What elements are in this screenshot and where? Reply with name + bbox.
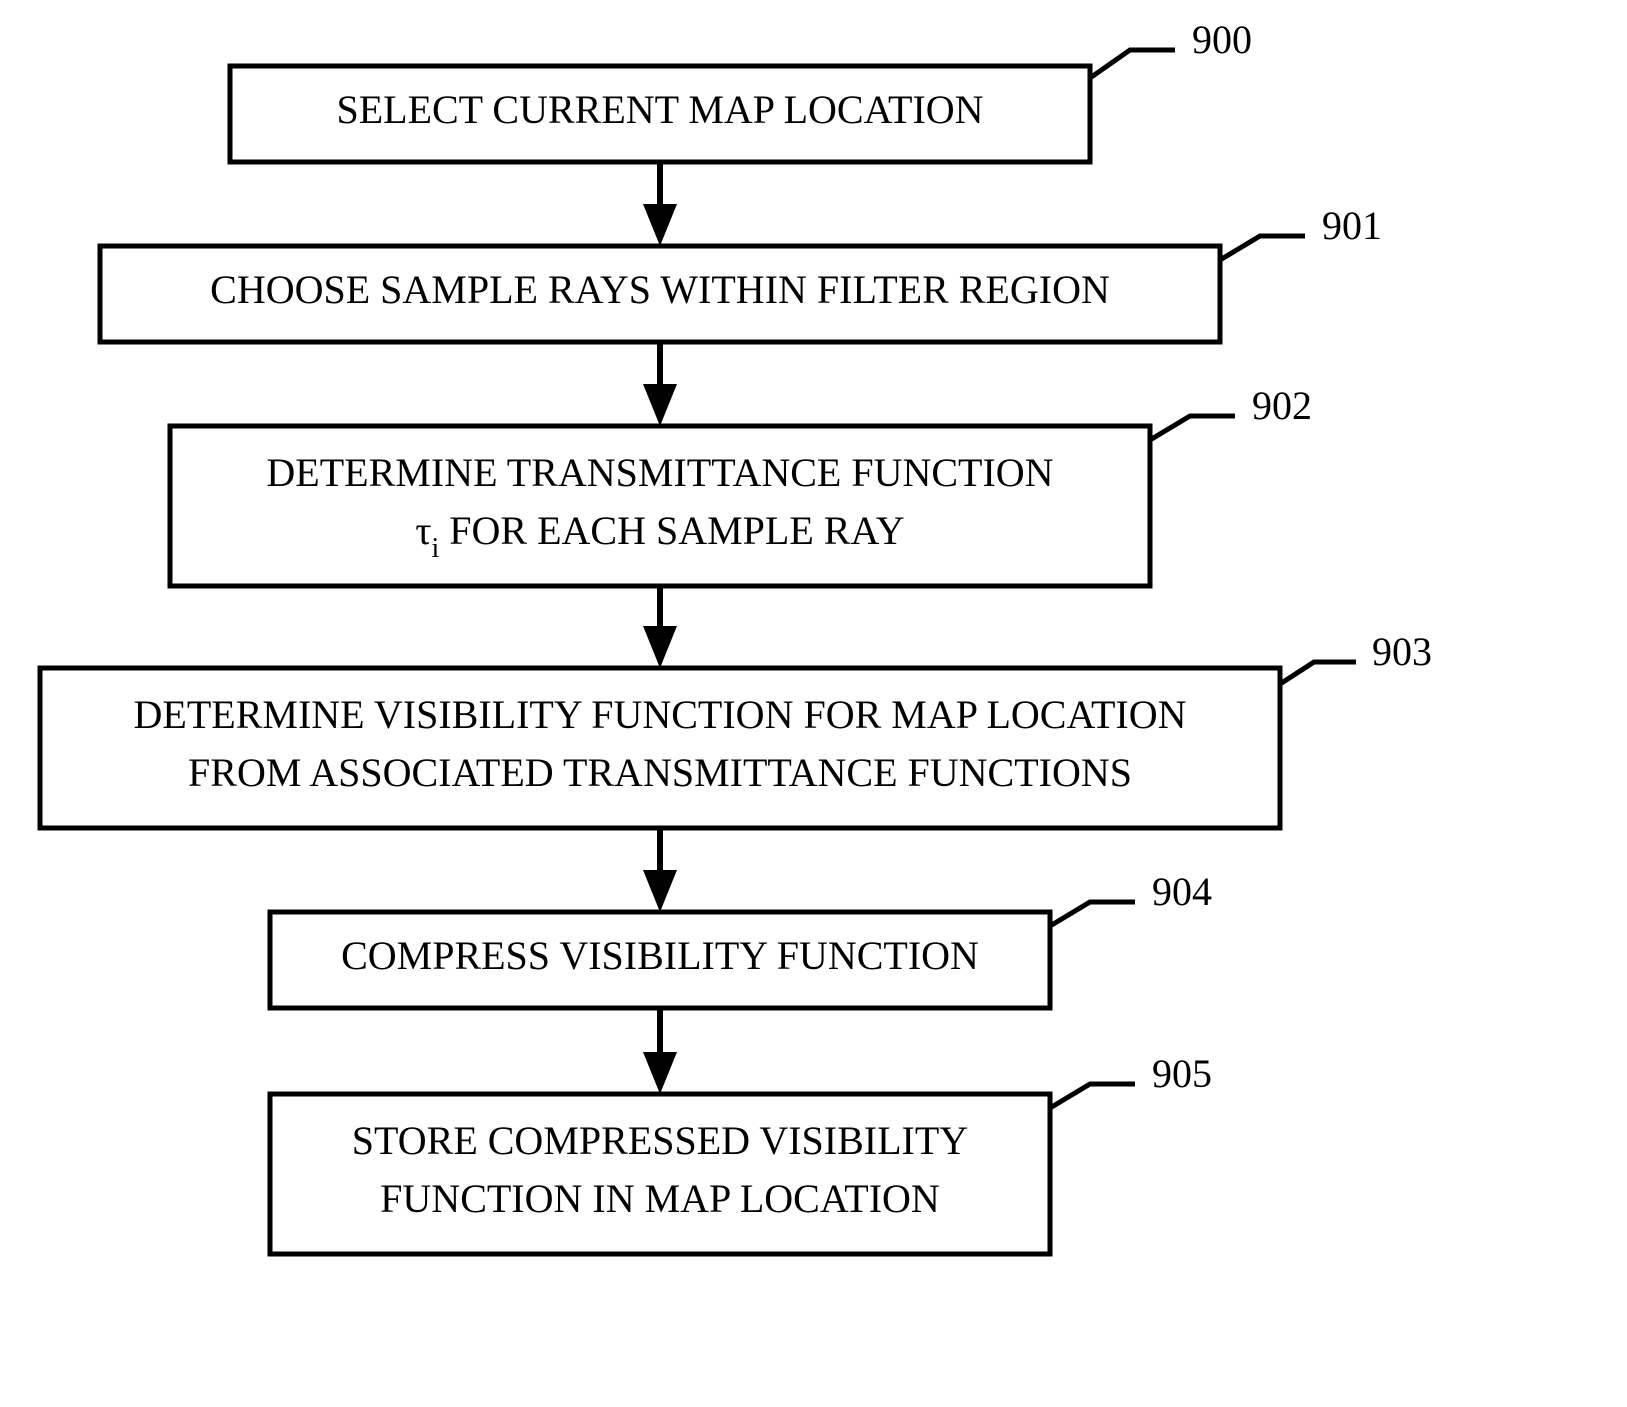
callout-leader <box>1280 662 1356 684</box>
callout-leader <box>1150 416 1235 440</box>
node-text: COMPRESS VISIBILITY FUNCTION <box>341 933 979 978</box>
node-text: STORE COMPRESSED VISIBILITY <box>352 1118 968 1163</box>
flowchart-node: CHOOSE SAMPLE RAYS WITHIN FILTER REGION 9… <box>100 203 1382 342</box>
callout-number: 902 <box>1252 383 1312 428</box>
callout-leader <box>1050 1084 1135 1108</box>
callout-number: 903 <box>1372 629 1432 674</box>
callout-leader <box>1050 902 1135 926</box>
flowchart-node: STORE COMPRESSED VISIBILITY FUNCTION IN M… <box>270 1051 1212 1254</box>
callout-number: 901 <box>1322 203 1382 248</box>
node-text: DETERMINE TRANSMITTANCE FUNCTION <box>266 450 1053 495</box>
callout-number: 900 <box>1192 17 1252 62</box>
arrow-head <box>643 204 677 246</box>
arrow-head <box>643 626 677 668</box>
node-text: CHOOSE SAMPLE RAYS WITHIN FILTER REGION <box>210 267 1110 312</box>
flowchart-node: SELECT CURRENT MAP LOCATION 900 <box>230 17 1252 162</box>
callout-leader <box>1090 50 1175 78</box>
callout-number: 904 <box>1152 869 1212 914</box>
flowchart: SELECT CURRENT MAP LOCATION 900 CHOOSE SAM… <box>0 0 1627 1407</box>
arrow-head <box>643 1052 677 1094</box>
node-text: FROM ASSOCIATED TRANSMITTANCE FUNCTIONS <box>188 750 1132 795</box>
flowchart-node: COMPRESS VISIBILITY FUNCTION 904 <box>270 869 1212 1008</box>
callout-leader <box>1220 236 1305 260</box>
arrow-head <box>643 870 677 912</box>
callout-number: 905 <box>1152 1051 1212 1096</box>
flowchart-node: DETERMINE VISIBILITY FUNCTION FOR MAP LO… <box>40 629 1432 828</box>
arrow-head <box>643 384 677 426</box>
node-text: DETERMINE VISIBILITY FUNCTION FOR MAP LO… <box>134 692 1187 737</box>
flowchart-node: DETERMINE TRANSMITTANCE FUNCTIONτi FOR E… <box>170 383 1312 586</box>
node-text: SELECT CURRENT MAP LOCATION <box>336 87 983 132</box>
node-text: FUNCTION IN MAP LOCATION <box>380 1176 940 1221</box>
